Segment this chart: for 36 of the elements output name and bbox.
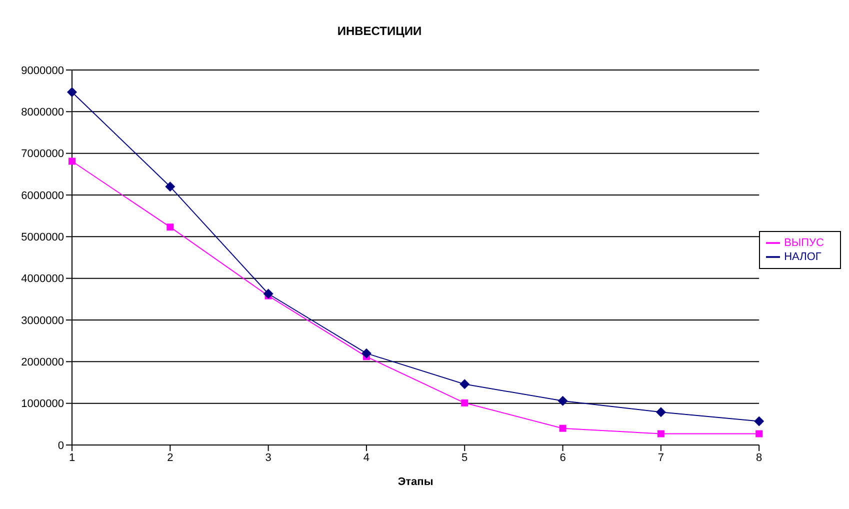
point — [165, 182, 176, 192]
point — [656, 407, 666, 418]
x-tick-label: 4 — [363, 452, 370, 464]
point — [461, 399, 468, 406]
point — [754, 416, 764, 426]
point — [166, 224, 174, 231]
x-tick-label: 1 — [68, 452, 76, 464]
point — [558, 396, 568, 406]
y-tick-label: 8000000 — [21, 106, 64, 119]
x-tick-label: 7 — [658, 452, 664, 464]
x-axis-title: Этапы — [398, 476, 434, 488]
y-tick-label: 4000000 — [21, 273, 64, 286]
y-tick-label: 6000000 — [21, 190, 64, 202]
x-tick-label: 6 — [560, 452, 566, 464]
x-tick-label: 5 — [462, 452, 468, 464]
x-tick-label: 3 — [265, 452, 272, 464]
y-tick-label: 3000000 — [21, 314, 64, 327]
legend-label: НАЛОГ — [784, 250, 822, 263]
point — [559, 424, 566, 432]
point — [361, 348, 372, 358]
chart-title: ИНВЕСТИЦИИ — [336, 24, 423, 38]
y-tick-label: 9000000 — [21, 64, 64, 77]
point — [460, 379, 470, 390]
legend-label: ВЫПУС — [784, 236, 824, 249]
y-tick-label: 1000000 — [21, 398, 64, 410]
point — [263, 288, 274, 299]
point — [756, 430, 763, 438]
point — [68, 158, 76, 165]
y-tick-label: 0 — [58, 440, 64, 452]
point — [657, 430, 664, 438]
point — [67, 87, 77, 98]
y-tick-label: 7000000 — [21, 148, 64, 160]
y-tick-label: 5000000 — [21, 232, 64, 244]
x-tick-label: 2 — [167, 452, 174, 464]
y-tick-label: 2000000 — [21, 356, 64, 369]
x-tick-label: 8 — [756, 452, 762, 464]
